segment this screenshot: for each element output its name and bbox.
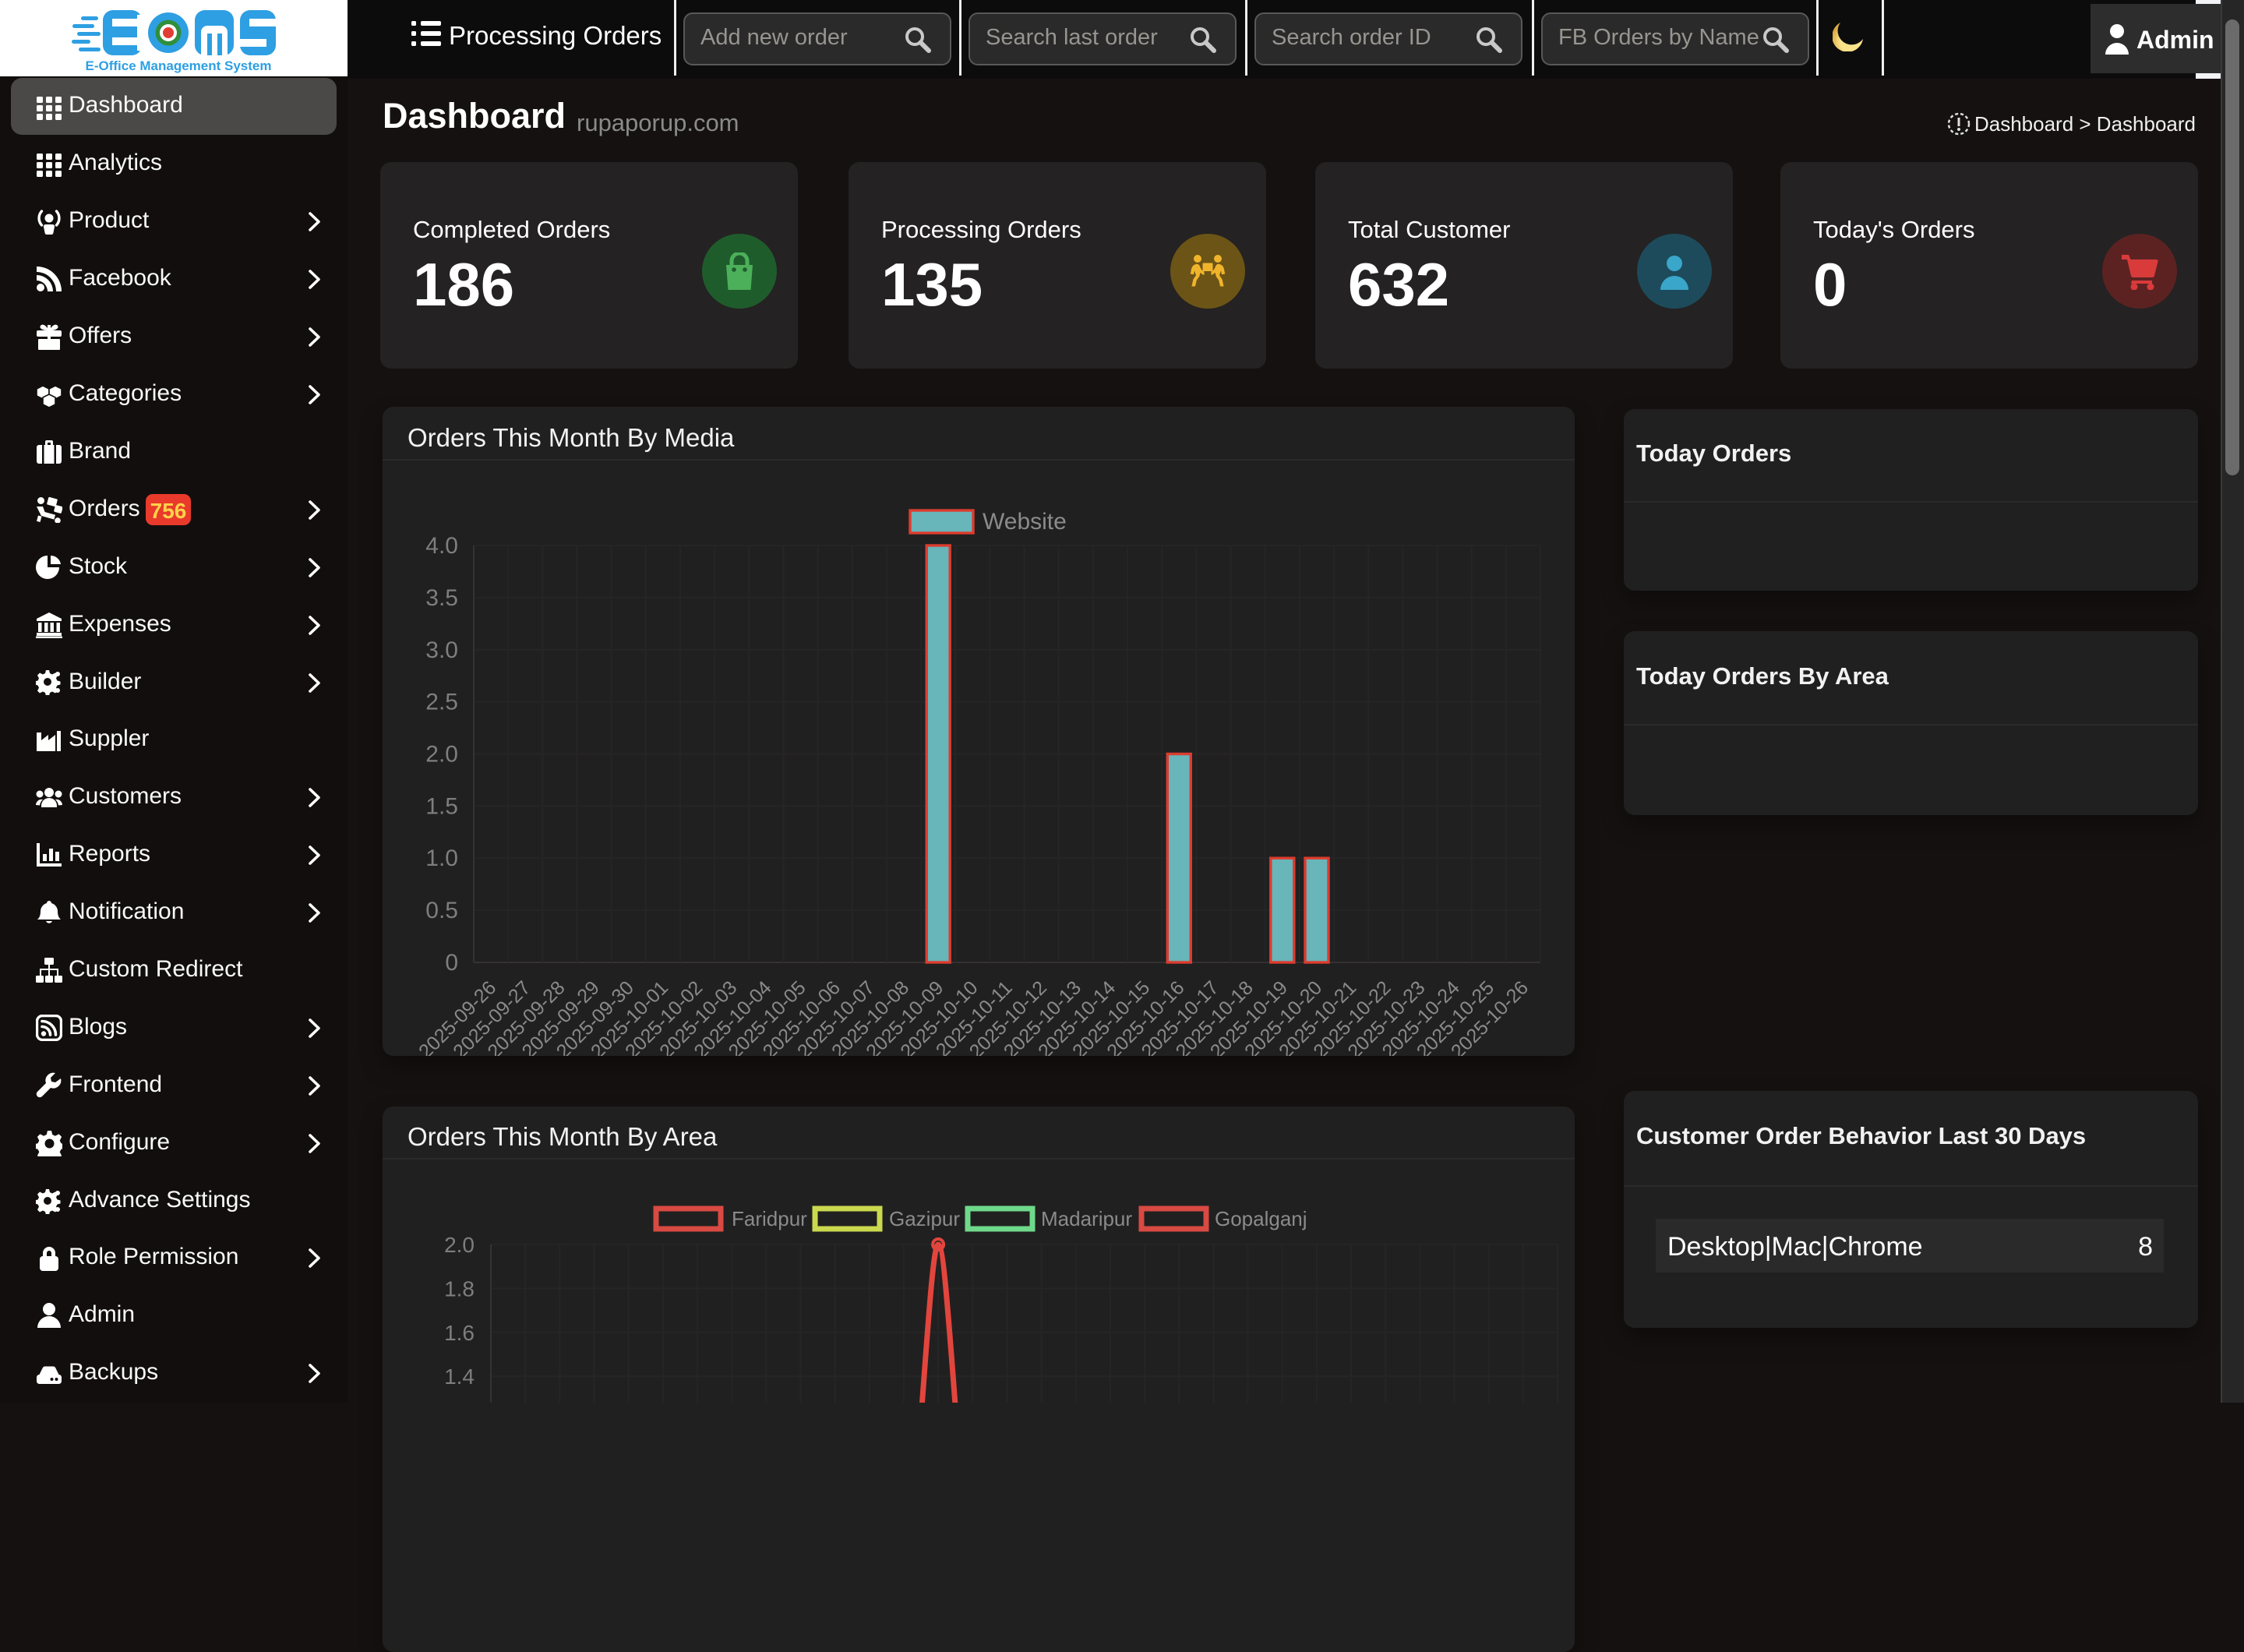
- svg-text:1.0: 1.0: [425, 845, 458, 871]
- svg-text:4.0: 4.0: [425, 533, 458, 559]
- svg-text:2.0: 2.0: [444, 1233, 475, 1257]
- svg-text:3.0: 3.0: [425, 637, 458, 663]
- svg-text:1.8: 1.8: [444, 1276, 475, 1301]
- svg-text:0.5: 0.5: [425, 898, 458, 923]
- svg-text:2.5: 2.5: [425, 690, 458, 715]
- svg-text:Faridpur: Faridpur: [732, 1207, 807, 1230]
- svg-text:1.5: 1.5: [425, 793, 458, 819]
- svg-text:1.4: 1.4: [444, 1364, 475, 1389]
- svg-text:Gazipur: Gazipur: [889, 1207, 960, 1230]
- svg-text:Madaripur: Madaripur: [1041, 1207, 1132, 1230]
- svg-text:1.6: 1.6: [444, 1321, 475, 1345]
- svg-text:2.0: 2.0: [425, 742, 458, 768]
- svg-text:E-Office Management System: E-Office Management System: [85, 58, 271, 73]
- svg-text:Website: Website: [983, 509, 1067, 535]
- svg-text:Gopalganj: Gopalganj: [1215, 1207, 1307, 1230]
- svg-text:3.5: 3.5: [425, 585, 458, 611]
- svg-text:0: 0: [445, 950, 458, 976]
